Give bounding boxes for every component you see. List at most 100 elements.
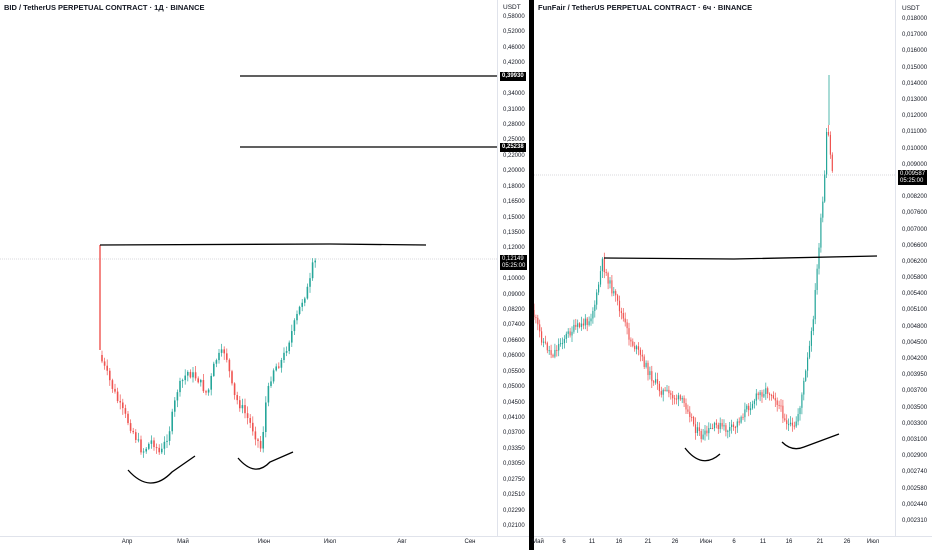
candle-body <box>757 393 759 396</box>
candle-body <box>793 425 795 427</box>
price-tick-label: 0,002740 <box>902 469 928 476</box>
candle-body <box>116 391 119 402</box>
candle-body <box>114 388 116 392</box>
candle-body <box>246 413 249 419</box>
candle-body <box>202 380 205 392</box>
candle-body <box>723 425 725 427</box>
candle-body <box>789 422 792 425</box>
candle-body <box>567 331 569 334</box>
candle-body <box>721 422 723 427</box>
candle-body <box>641 354 643 357</box>
candle-body <box>194 372 197 379</box>
time-tick-label: 21 <box>644 539 652 545</box>
candle-body <box>244 405 246 414</box>
price-tick-label: 0,02510 <box>503 492 525 499</box>
candle-body <box>184 375 186 381</box>
price-tick-label: 0,004800 <box>902 323 928 330</box>
price-tick-label: 0,04100 <box>503 415 525 422</box>
left-current-price-badge: 0,12149 05:25:00 <box>500 255 528 270</box>
candle-body <box>565 333 567 339</box>
candle-body <box>829 134 831 155</box>
candle-body <box>579 323 581 327</box>
candle-body <box>634 345 636 350</box>
candle-body <box>687 409 689 412</box>
candle-body <box>740 416 742 423</box>
candle-body <box>611 280 613 294</box>
candle-body <box>590 318 592 322</box>
candle-body <box>613 291 615 294</box>
candle-body <box>632 341 634 346</box>
right-candles-canvas[interactable] <box>534 0 932 550</box>
candle-body <box>803 380 805 395</box>
candle-body <box>200 380 202 383</box>
candle-body <box>715 422 717 425</box>
right-countdown: 05:25:00 <box>900 177 924 184</box>
candle-body <box>161 448 163 453</box>
price-tick-label: 0,016000 <box>902 48 928 55</box>
price-tick-label: 0,07400 <box>503 322 525 329</box>
right-chart-panel[interactable]: FunFair / TetherUS PERPETUAL CONTRACT · … <box>532 0 932 551</box>
candle-body <box>103 361 106 366</box>
price-tick-label: 0,005100 <box>902 307 928 314</box>
price-tick-label: 0,002580 <box>902 485 928 492</box>
candle-body <box>548 350 550 352</box>
candle-body <box>780 405 782 407</box>
candle-body <box>580 323 583 327</box>
candle-body <box>797 414 799 422</box>
price-tick-label: 0,018000 <box>902 16 928 22</box>
price-tick-label: 0,18000 <box>503 183 525 190</box>
time-tick-label: Май <box>532 539 544 545</box>
price-tick-label: 0,002310 <box>902 518 928 524</box>
candle-body <box>265 402 267 433</box>
candle-body <box>601 258 603 272</box>
candle-body <box>653 381 655 383</box>
candle-body <box>541 331 543 343</box>
candle-body <box>558 343 560 351</box>
price-tick-label: 0,013000 <box>902 96 928 103</box>
candle-body <box>288 342 290 352</box>
candle-body <box>285 351 288 353</box>
candle-body <box>231 371 233 384</box>
candle-body <box>732 424 735 427</box>
left-chart-panel[interactable]: BID / TetherUS PERPETUAL CONTRACT · 1Д ·… <box>0 0 529 551</box>
candle-body <box>535 317 537 319</box>
price-tick-label: 0,002900 <box>902 453 928 460</box>
left-time-axis[interactable] <box>0 536 529 551</box>
time-tick-label: 21 <box>816 539 824 545</box>
price-tick-label: 0,03350 <box>503 445 525 452</box>
candle-body <box>301 302 303 307</box>
price-tick-label: 0,006200 <box>902 258 928 265</box>
candle-body <box>539 324 541 332</box>
candle-body <box>814 289 816 320</box>
candle-body <box>827 131 830 135</box>
candle-body <box>176 392 179 401</box>
candle-body <box>569 331 571 336</box>
candle-body <box>586 318 588 325</box>
candle-body <box>696 427 698 433</box>
candle-body <box>769 393 771 396</box>
time-tick-label: 6 <box>732 539 736 545</box>
price-tick-label: 0,008200 <box>902 194 928 201</box>
price-tick-label: 0,012000 <box>902 113 928 120</box>
candle-body <box>554 349 556 357</box>
price-tick-label: 0,006600 <box>902 242 928 249</box>
candle-body <box>778 404 780 406</box>
price-tick-label: 0,02750 <box>503 476 525 483</box>
left-candles-canvas[interactable] <box>0 0 529 550</box>
candle-body <box>280 360 283 368</box>
candle-body <box>163 441 166 449</box>
time-tick-label: Авг <box>397 539 407 545</box>
candle-body <box>748 405 750 411</box>
candle-body <box>639 349 641 355</box>
price-tick-label: 0,04500 <box>503 399 525 406</box>
right-currency-label: USDT <box>902 5 920 12</box>
right-time-axis[interactable] <box>534 536 932 551</box>
candle-body <box>228 359 231 372</box>
candle-body <box>717 424 719 429</box>
candle-body <box>252 422 254 432</box>
price-tick-label: 0,005400 <box>902 291 928 298</box>
candle-body <box>272 370 275 382</box>
price-tick-label: 0,015000 <box>902 64 928 71</box>
candle-body <box>628 328 630 340</box>
candle-body <box>560 343 562 345</box>
